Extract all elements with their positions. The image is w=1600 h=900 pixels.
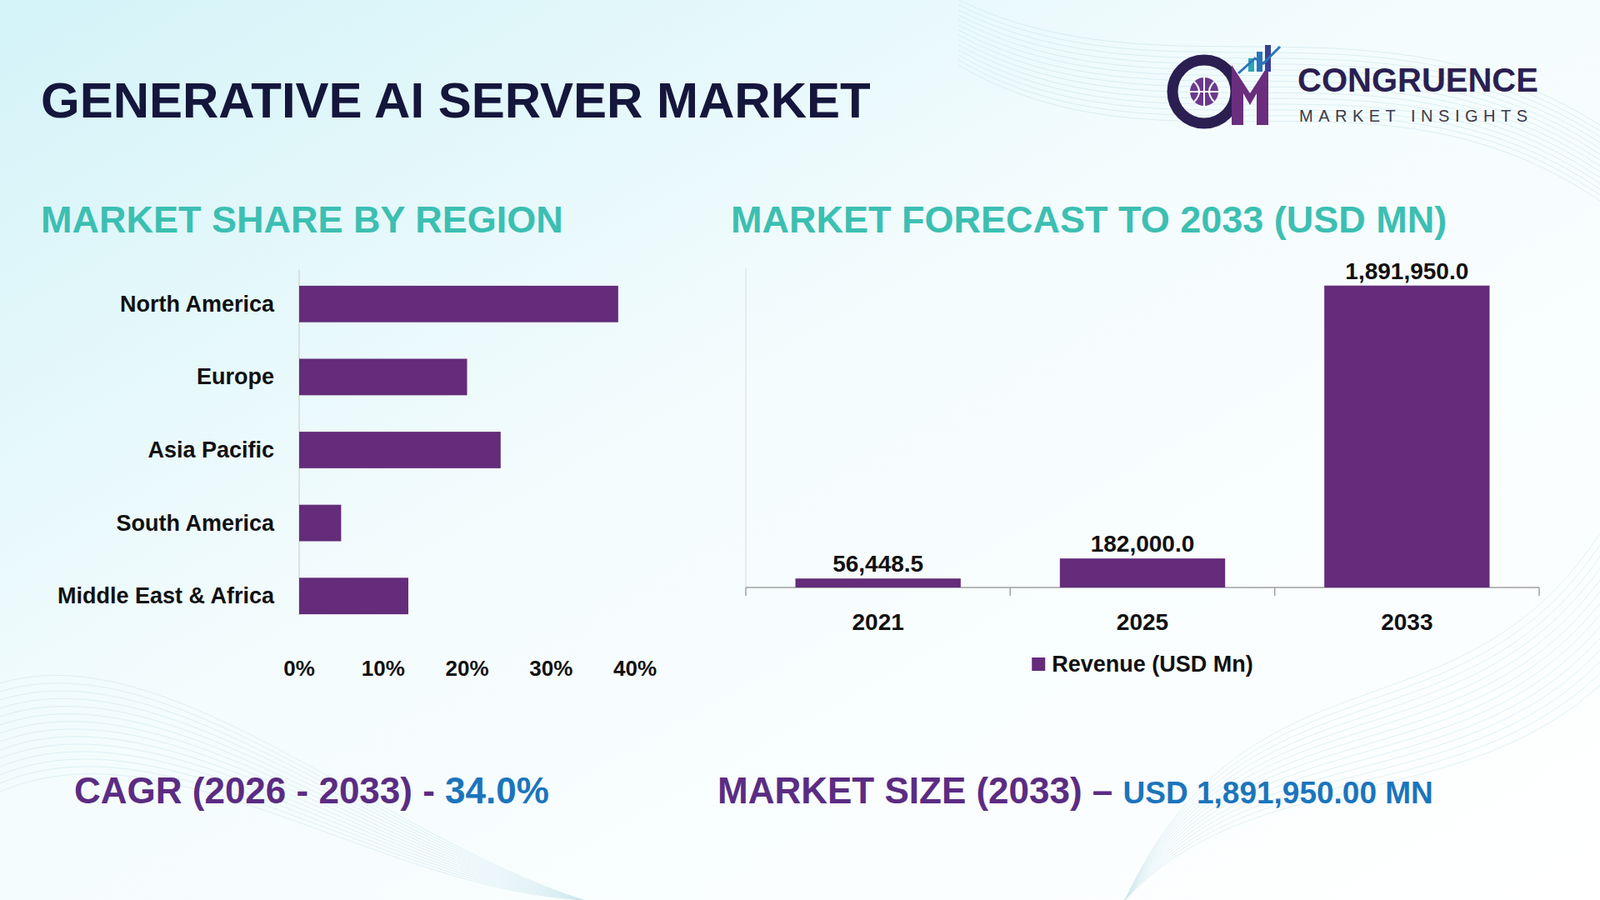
decor-wave <box>1125 556 1600 900</box>
bars <box>299 285 619 615</box>
decor-wave <box>0 683 584 900</box>
decor-wave <box>0 705 584 900</box>
decor-wave <box>0 729 584 900</box>
category-label: Asia Pacific <box>147 437 275 463</box>
bar <box>1060 558 1225 588</box>
legend: Revenue (USD Mn) <box>1031 651 1254 677</box>
bar <box>299 285 619 323</box>
decor-wave <box>0 759 584 900</box>
decor-wave <box>958 0 1600 125</box>
bars <box>795 285 1490 588</box>
footer-size: MARKET SIZE (2033) – USD 1,891,950.00 MN <box>717 770 1434 811</box>
cagr-value: 34.0% <box>445 770 550 811</box>
category-label: 2025 <box>1116 609 1169 635</box>
bar <box>795 578 961 588</box>
data-label: 182,000.0 <box>1090 530 1195 557</box>
decor-wave <box>1125 533 1600 900</box>
decor-wave <box>0 736 584 900</box>
decor-wave <box>958 15 1600 143</box>
category-label: 2033 <box>1380 609 1433 635</box>
category-label: North America <box>120 291 275 317</box>
bar <box>299 359 468 396</box>
decor-waves <box>0 0 1600 900</box>
decor-wave <box>1125 650 1600 900</box>
background <box>0 0 1600 900</box>
decor-wave <box>958 10 1600 137</box>
logo-globe <box>1190 77 1219 106</box>
data-label: 1,891,950.0 <box>1345 258 1469 285</box>
tick-label: 10% <box>361 655 405 681</box>
decor-wave <box>958 60 1600 195</box>
y-axis-line <box>745 268 747 588</box>
size-value: USD 1,891,950.00 MN <box>1123 775 1434 810</box>
decor-wave <box>958 5 1600 131</box>
chart-title: MARKET FORECAST TO 2033 (USD MN) <box>730 198 1447 241</box>
category-separator <box>745 587 747 596</box>
bar <box>299 577 409 615</box>
brand-name: CONGRUENCE <box>1297 61 1539 99</box>
legend-label: Revenue (USD Mn) <box>1051 651 1254 677</box>
tick-label: 0% <box>283 655 315 681</box>
category-separator <box>1274 587 1276 596</box>
footer-cagr: CAGR (2026 - 2033) - 34.0% <box>74 770 550 811</box>
decor-wave <box>0 714 584 900</box>
logo-ring <box>1172 60 1236 124</box>
tick-label: 30% <box>529 655 573 681</box>
decor-wave <box>0 744 584 900</box>
logo-m <box>1231 65 1269 125</box>
chart-title: MARKET SHARE BY REGION <box>40 198 564 241</box>
page-title: GENERATIVE AI SERVER MARKET <box>40 72 871 129</box>
decor-wave <box>0 721 584 900</box>
decor-wave <box>958 55 1600 190</box>
category-label: Europe <box>196 364 275 390</box>
decor-wave <box>958 50 1600 184</box>
decor-wave <box>1125 580 1600 900</box>
logo-icon <box>1172 45 1280 125</box>
bar <box>299 431 501 469</box>
tick-label: 20% <box>445 655 489 681</box>
decor-wave <box>0 751 584 900</box>
decor-wave <box>1125 568 1600 900</box>
brand-tagline: MARKET INSIGHTS <box>1299 106 1534 125</box>
cagr-label: CAGR (2026 - 2033) - <box>74 770 445 811</box>
category-label: Middle East & Africa <box>57 583 275 609</box>
tick-label: 40% <box>613 655 657 681</box>
decor-wave <box>1125 545 1600 900</box>
decor-wave <box>0 698 584 900</box>
logo-globe-lines <box>1190 77 1219 106</box>
decor-wave <box>1125 591 1600 900</box>
legend-swatch <box>1031 657 1045 671</box>
decor-wave <box>1125 638 1600 900</box>
page: GENERATIVE AI SERVER MARKET CONGRUENCE MAR… <box>0 0 1600 900</box>
decor-wave <box>0 766 584 900</box>
decor-wave <box>1125 603 1600 900</box>
decor-wave <box>0 690 584 900</box>
size-label: MARKET SIZE (2033) – <box>717 770 1124 811</box>
category-label: South America <box>115 510 275 536</box>
bar <box>1324 285 1490 588</box>
category-separator <box>1010 587 1012 596</box>
category-separator <box>1538 587 1540 596</box>
decor-wave <box>958 45 1600 178</box>
category-label: 2021 <box>852 609 905 635</box>
bar <box>299 505 341 542</box>
decor-wave <box>0 675 584 900</box>
data-label: 56,448.5 <box>832 550 924 577</box>
logo-arrow <box>1238 46 1280 74</box>
